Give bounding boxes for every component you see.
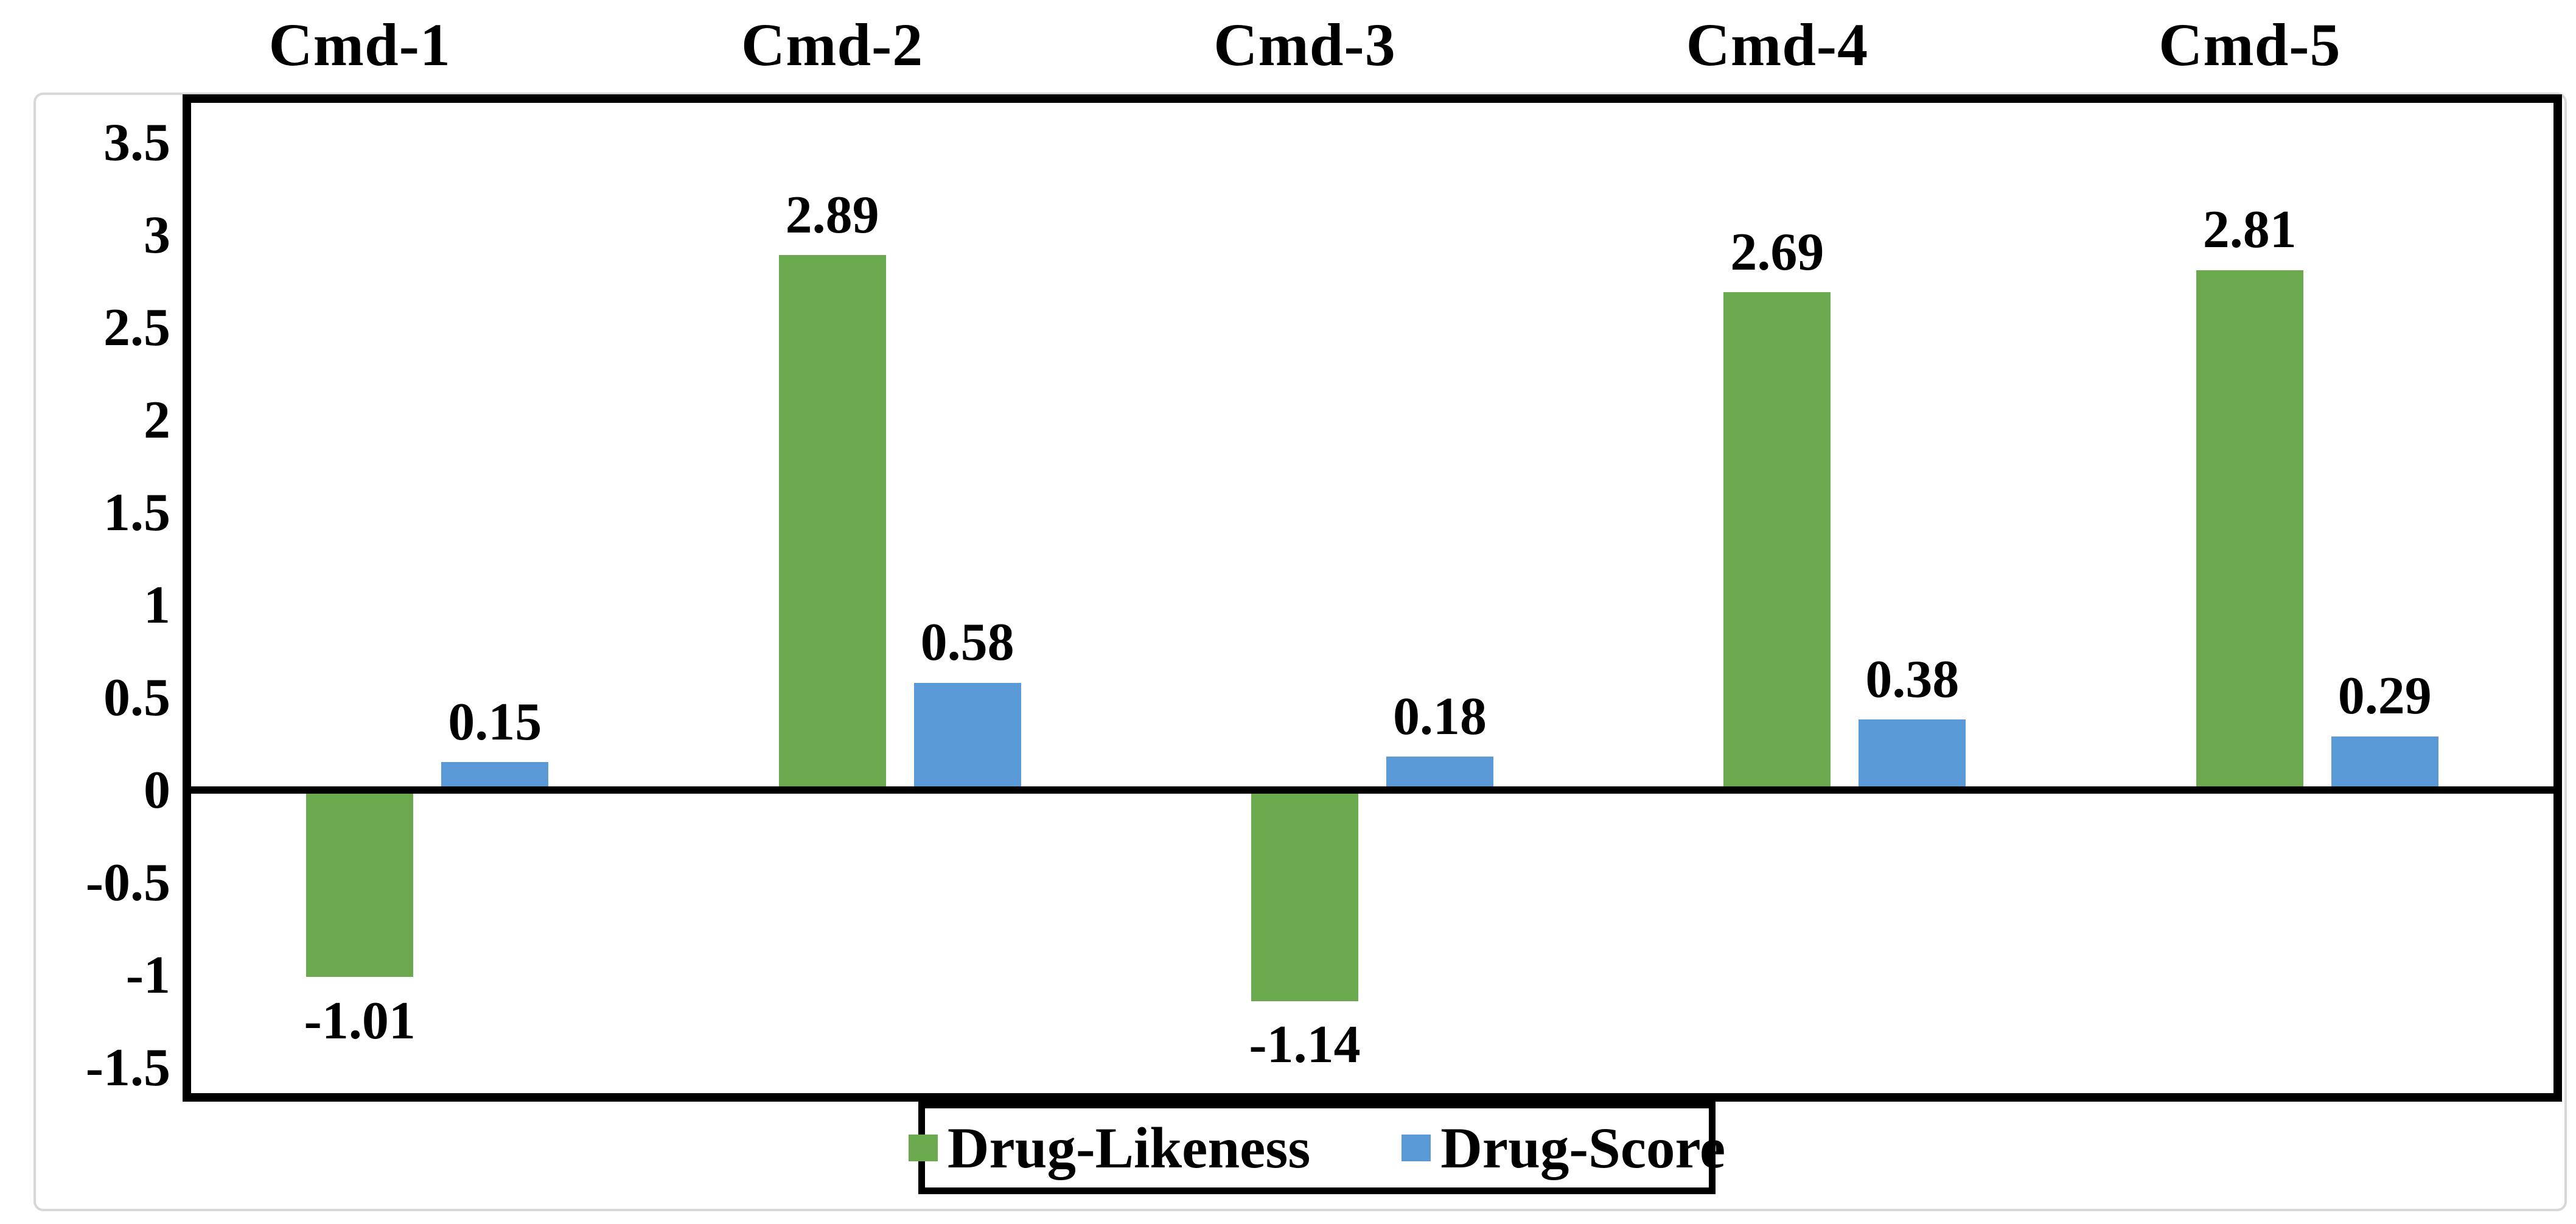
y-axis-tick-label: 2 xyxy=(144,390,170,450)
data-label-drug-likeness-cmd-5: 2.81 xyxy=(2202,200,2297,260)
y-axis-tick-label: 1.5 xyxy=(103,483,170,542)
legend-swatch-drug-likeness xyxy=(908,1135,938,1161)
category-label-cmd-2: Cmd-2 xyxy=(741,10,924,79)
legend-swatch-drug-score xyxy=(1401,1135,1431,1161)
y-axis-tick-label: 0.5 xyxy=(103,668,170,727)
y-axis-tick-label: 2.5 xyxy=(103,298,170,357)
legend-item-drug-score: Drug-Score xyxy=(1401,1114,1725,1181)
bar-drug-likeness-cmd-1 xyxy=(306,790,414,977)
bar-drug-likeness-cmd-4 xyxy=(1723,292,1831,790)
bar-drug-likeness-cmd-5 xyxy=(2196,270,2303,790)
y-axis-tick-label: -1.5 xyxy=(85,1038,170,1097)
y-axis-tick-label: 3 xyxy=(144,205,170,265)
data-label-drug-score-cmd-4: 0.38 xyxy=(1865,649,1960,709)
legend-item-drug-likeness: Drug-Likeness xyxy=(908,1114,1311,1181)
zero-axis-line xyxy=(191,786,2553,794)
data-label-drug-likeness-cmd-2: 2.89 xyxy=(785,185,879,245)
bar-drug-score-cmd-4 xyxy=(1859,719,1966,790)
y-axis-tick-label: -1 xyxy=(125,945,170,1005)
data-label-drug-likeness-cmd-3: -1.14 xyxy=(1249,1015,1361,1075)
y-axis-tick-label: 1 xyxy=(144,575,170,635)
data-label-drug-likeness-cmd-1: -1.01 xyxy=(304,991,416,1051)
legend-label-drug-likeness: Drug-Likeness xyxy=(947,1116,1311,1180)
plot-area xyxy=(183,94,2562,1102)
data-label-drug-score-cmd-5: 0.29 xyxy=(2337,666,2432,726)
bar-drug-score-cmd-1 xyxy=(441,762,549,790)
bar-drug-likeness-cmd-3 xyxy=(1251,790,1358,1001)
bar-drug-likeness-cmd-2 xyxy=(778,255,886,790)
data-label-drug-score-cmd-3: 0.18 xyxy=(1393,687,1487,746)
legend: Drug-Likeness Drug-Score xyxy=(908,1102,1725,1194)
legend-label-drug-score: Drug-Score xyxy=(1440,1116,1726,1180)
category-label-cmd-1: Cmd-1 xyxy=(268,10,451,79)
category-label-cmd-4: Cmd-4 xyxy=(1686,10,1869,79)
data-label-drug-likeness-cmd-4: 2.69 xyxy=(1730,222,1824,282)
category-label-cmd-3: Cmd-3 xyxy=(1213,10,1396,79)
category-label-cmd-5: Cmd-5 xyxy=(2159,10,2341,79)
data-label-drug-score-cmd-1: 0.15 xyxy=(448,692,542,752)
data-label-drug-score-cmd-2: 0.58 xyxy=(920,613,1014,673)
y-axis-tick-label: 3.5 xyxy=(103,113,170,172)
y-axis-tick-label: -0.5 xyxy=(85,853,170,912)
bar-drug-score-cmd-3 xyxy=(1386,757,1493,790)
y-axis-tick-label: 0 xyxy=(144,760,170,820)
bar-drug-score-cmd-5 xyxy=(2331,736,2438,790)
bar-drug-score-cmd-2 xyxy=(913,682,1021,790)
